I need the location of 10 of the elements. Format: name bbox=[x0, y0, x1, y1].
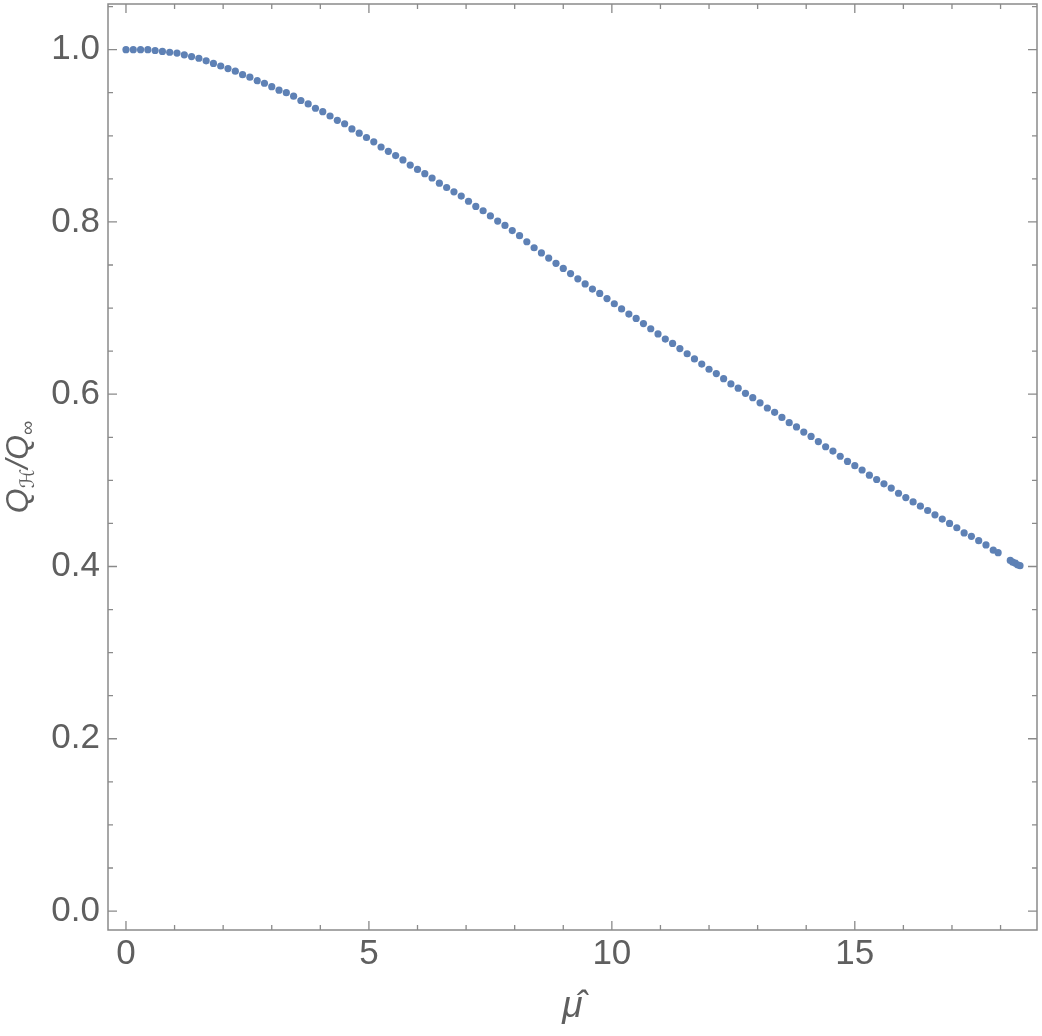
y-tick-label: 0.4 bbox=[51, 544, 100, 584]
y-tick-label: 0.0 bbox=[51, 888, 100, 928]
y-tick-label: 0.6 bbox=[51, 371, 100, 411]
y-tick-label: 0.8 bbox=[51, 199, 100, 239]
x-tick-label: 0 bbox=[116, 931, 136, 971]
x-tick-label: 10 bbox=[592, 931, 632, 971]
x-tick-label: 5 bbox=[359, 931, 379, 971]
y-tick-label: 1.0 bbox=[51, 27, 100, 67]
y-tick-label: 0.2 bbox=[51, 716, 100, 756]
x-tick-label: 15 bbox=[835, 931, 875, 971]
